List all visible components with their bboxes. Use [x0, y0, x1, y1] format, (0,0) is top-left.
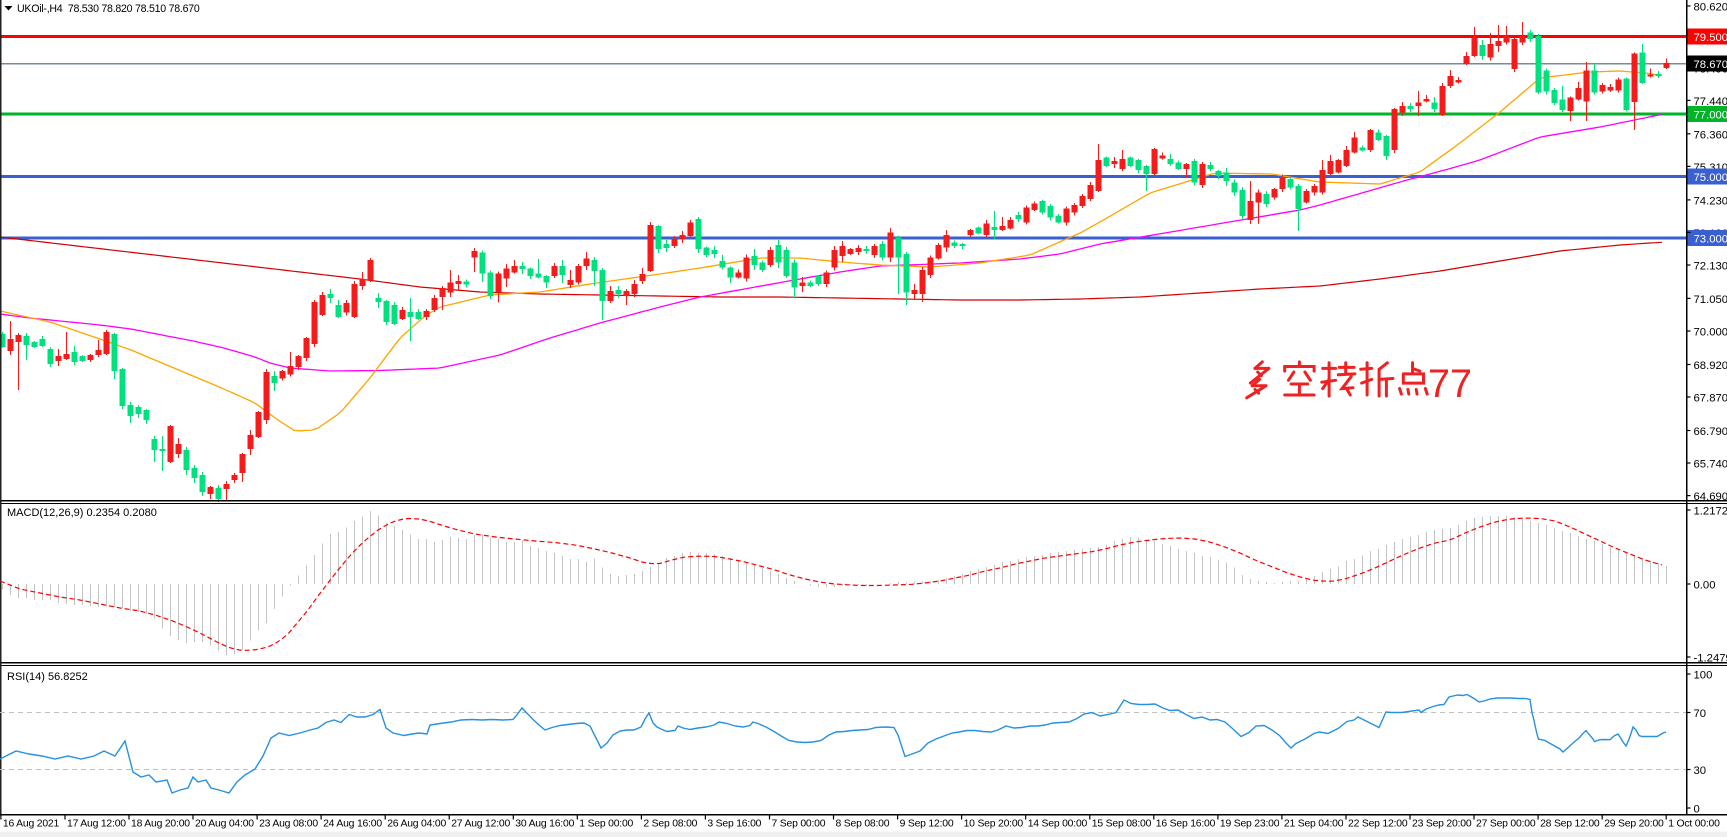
- svg-text:74.230: 74.230: [1694, 195, 1727, 207]
- svg-text:23 Aug 08:00: 23 Aug 08:00: [259, 819, 318, 830]
- svg-text:77.000: 77.000: [1694, 110, 1727, 122]
- svg-text:80.620: 80.620: [1694, 2, 1727, 14]
- svg-text:72.130: 72.130: [1694, 261, 1727, 273]
- svg-text:0: 0: [1694, 804, 1700, 816]
- svg-text:22 Sep 12:00: 22 Sep 12:00: [1348, 819, 1408, 830]
- svg-text:17 Aug 12:00: 17 Aug 12:00: [67, 819, 126, 830]
- svg-text:30: 30: [1694, 765, 1707, 777]
- svg-text:14 Sep 00:00: 14 Sep 00:00: [1028, 819, 1088, 830]
- svg-text:71.050: 71.050: [1694, 294, 1727, 306]
- svg-text:28 Sep 12:00: 28 Sep 12:00: [1540, 819, 1600, 830]
- svg-text:65.740: 65.740: [1694, 459, 1727, 471]
- svg-text:75.000: 75.000: [1694, 172, 1727, 184]
- svg-text:29 Sep 20:00: 29 Sep 20:00: [1604, 819, 1664, 830]
- svg-text:1 Oct 00:00: 1 Oct 00:00: [1668, 819, 1720, 830]
- svg-text:20 Aug 04:00: 20 Aug 04:00: [195, 819, 254, 830]
- svg-text:66.790: 66.790: [1694, 426, 1727, 438]
- svg-text:15 Sep 08:00: 15 Sep 08:00: [1092, 819, 1152, 830]
- svg-text:70.000: 70.000: [1694, 327, 1727, 339]
- svg-text:70: 70: [1694, 708, 1707, 720]
- svg-text:8 Sep 08:00: 8 Sep 08:00: [836, 819, 890, 830]
- svg-text:77.440: 77.440: [1694, 96, 1727, 108]
- svg-text:3 Sep 16:00: 3 Sep 16:00: [707, 819, 761, 830]
- svg-text:78.670: 78.670: [1694, 59, 1727, 71]
- svg-text:18 Aug 20:00: 18 Aug 20:00: [131, 819, 190, 830]
- svg-text:77: 77: [1428, 362, 1472, 406]
- svg-text:10 Sep 20:00: 10 Sep 20:00: [964, 819, 1024, 830]
- svg-text:9 Sep 12:00: 9 Sep 12:00: [900, 819, 954, 830]
- svg-text:27 Sep 00:00: 27 Sep 00:00: [1476, 819, 1536, 830]
- svg-text:76.360: 76.360: [1694, 129, 1727, 141]
- svg-text:68.920: 68.920: [1694, 360, 1727, 372]
- svg-text:RSI(14) 56.8252: RSI(14) 56.8252: [7, 671, 88, 683]
- svg-text:73.000: 73.000: [1694, 234, 1727, 246]
- svg-text:0.00: 0.00: [1694, 580, 1716, 592]
- svg-text:1 Sep 00:00: 1 Sep 00:00: [579, 819, 633, 830]
- svg-text:16 Aug 2021: 16 Aug 2021: [3, 819, 60, 830]
- svg-text:16 Sep 16:00: 16 Sep 16:00: [1156, 819, 1216, 830]
- svg-text:2 Sep 08:00: 2 Sep 08:00: [643, 819, 697, 830]
- svg-text:100: 100: [1694, 670, 1713, 682]
- svg-text:19 Sep 23:00: 19 Sep 23:00: [1220, 819, 1280, 830]
- svg-text:7 Sep 00:00: 7 Sep 00:00: [772, 819, 826, 830]
- svg-text:23 Sep 20:00: 23 Sep 20:00: [1412, 819, 1472, 830]
- svg-text:26 Aug 04:00: 26 Aug 04:00: [387, 819, 446, 830]
- svg-text:-1.2479: -1.2479: [1694, 653, 1727, 665]
- svg-text:27 Aug 12:00: 27 Aug 12:00: [451, 819, 510, 830]
- svg-text:79.500: 79.500: [1694, 32, 1727, 44]
- svg-text:1.2172: 1.2172: [1694, 506, 1727, 518]
- svg-text:67.870: 67.870: [1694, 393, 1727, 405]
- svg-text:21 Sep 04:00: 21 Sep 04:00: [1284, 819, 1344, 830]
- svg-text:24 Aug 16:00: 24 Aug 16:00: [323, 819, 382, 830]
- svg-text:MACD(12,26,9) 0.2354 0.2080: MACD(12,26,9) 0.2354 0.2080: [7, 507, 157, 519]
- svg-text:30 Aug 16:00: 30 Aug 16:00: [515, 819, 574, 830]
- svg-text:UKOil-,H4 78.530 78.820 78.51: UKOil-,H4 78.530 78.820 78.510 78.670: [17, 3, 200, 15]
- svg-text:64.690: 64.690: [1694, 491, 1727, 503]
